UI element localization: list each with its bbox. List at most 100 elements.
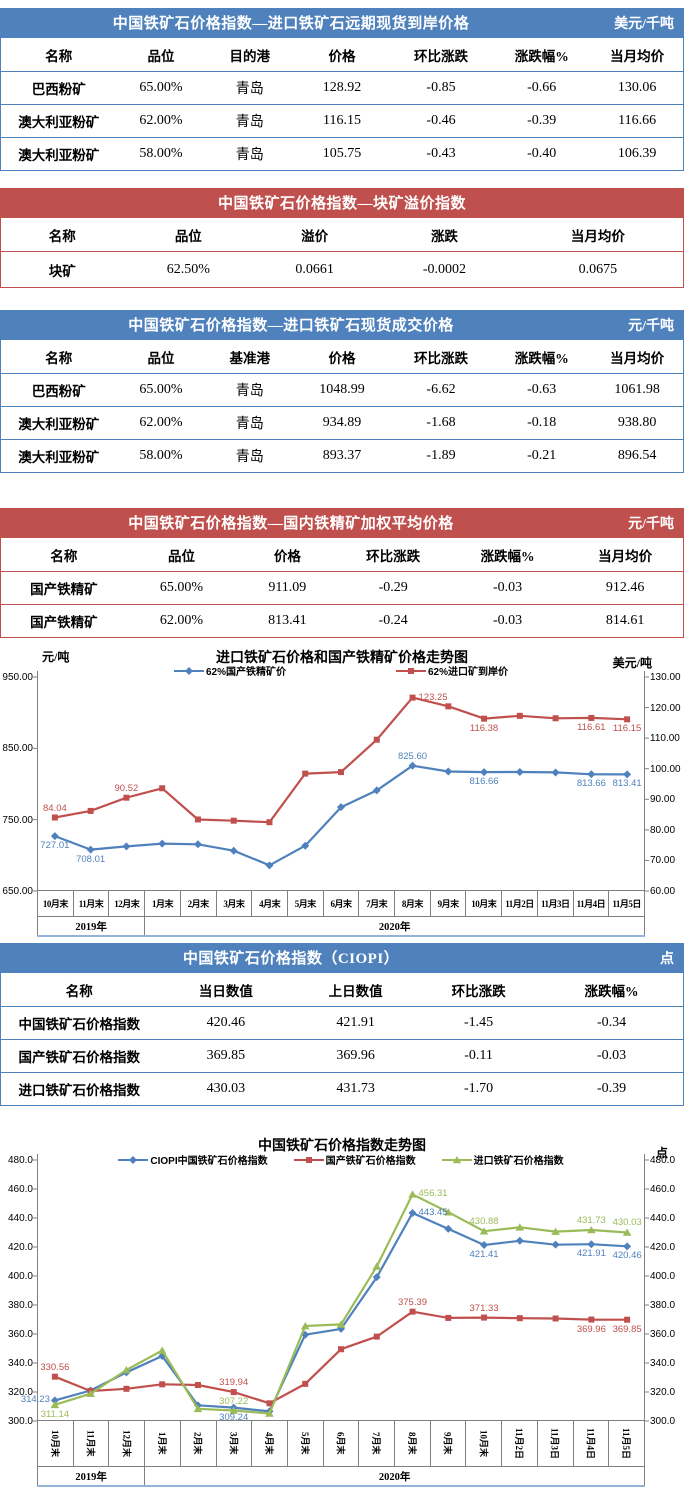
header-row: 名称 当日数值 上日数值 环比涨跌 涨跌幅% bbox=[0, 972, 684, 1007]
data-label: 430.03 bbox=[612, 1217, 642, 1229]
row-name: 块矿 bbox=[48, 263, 76, 279]
cell: 106.39 bbox=[617, 146, 657, 161]
axis-tick-label: 460.0 bbox=[650, 1184, 676, 1195]
data-table: 名称 当日数值 上日数值 环比涨跌 涨跌幅% 中国铁矿石价格指数 420.46 421.91 -… bbox=[0, 972, 684, 1106]
cell: 62.00% bbox=[159, 613, 204, 628]
axis-tick-label: 750.00 bbox=[2, 814, 33, 826]
table-row: 巴西粉矿 65.00% 青岛 1048.99 -6.62 -0.63 1061.98 bbox=[0, 373, 684, 407]
legend-item: 62%国产铁精矿价 bbox=[173, 663, 286, 678]
cell: 420.46 bbox=[206, 1015, 246, 1030]
axis-tick-label: 60.00 bbox=[650, 886, 676, 897]
table-title-bar: 中国铁矿石价格指数—进口铁矿石远期现货到岸价格 美元/千吨 bbox=[0, 8, 684, 37]
cell: -0.40 bbox=[527, 146, 557, 161]
table-body: 名称 当日数值 上日数值 环比涨跌 涨跌幅% 中国铁矿石价格指数 420.46 421.91 -… bbox=[0, 972, 684, 1106]
category-label: 5月末 bbox=[286, 1421, 323, 1466]
cell: 青岛 bbox=[235, 450, 264, 465]
axis-tick-label: 380.0 bbox=[7, 1300, 33, 1311]
category-label: 4月末 bbox=[251, 1421, 287, 1466]
col-header: 溢价 bbox=[301, 228, 329, 244]
table-body: 名称 品位 溢价 涨跌 当月均价 块矿 62.50% 0.0661 -0.0002 0.0675 bbox=[0, 217, 684, 288]
table-title-bar: 中国铁矿石价格指数—国内铁精矿加权平均价格 元/千吨 bbox=[0, 508, 684, 537]
col-header: 价格 bbox=[273, 548, 301, 564]
category-label: 11月2日 bbox=[501, 1421, 537, 1466]
cell: 青岛 bbox=[235, 384, 264, 399]
category-label: 1月末 bbox=[144, 1421, 180, 1466]
cell: -0.03 bbox=[596, 1048, 627, 1063]
axis-tick-label: 90.00 bbox=[650, 794, 676, 806]
col-header: 名称 bbox=[50, 548, 78, 564]
cell: 青岛 bbox=[235, 417, 264, 432]
cell: 65.00% bbox=[139, 382, 183, 397]
cell: -1.45 bbox=[463, 1015, 494, 1030]
axis-tick-label: 440.0 bbox=[650, 1213, 676, 1224]
data-label: 375.39 bbox=[397, 1296, 428, 1308]
category-label: 12月末 bbox=[108, 891, 144, 916]
data-label: 813.41 bbox=[612, 778, 642, 790]
cell: -0.34 bbox=[596, 1015, 627, 1030]
chart-title: 进口铁矿石价格和国产铁精矿价格走势图 bbox=[216, 651, 468, 666]
cell: 130.06 bbox=[617, 80, 657, 95]
data-label: 123.25 bbox=[418, 691, 448, 703]
cell: -0.39 bbox=[596, 1081, 627, 1096]
category-label: 7月末 bbox=[358, 1421, 394, 1466]
cell: 814.61 bbox=[605, 613, 645, 628]
data-table: 名称 品位 基准港 价格 环比涨跌 涨跌幅% 当月均价 巴西粉矿 65.00% 青岛 1048.99… bbox=[0, 339, 684, 473]
row-name: 澳大利亚粉矿 bbox=[18, 115, 100, 130]
axis-tick-label: 360.0 bbox=[7, 1329, 33, 1340]
axis-tick-label: 950.00 bbox=[2, 672, 33, 683]
category-axis: 10月末 11月末 12月末 1月末 2月末 3月末 4月末 5月末 6月末 7月末 8月末 9月末 1… bbox=[37, 1421, 645, 1467]
data-label: 369.96 bbox=[576, 1323, 606, 1335]
cell: -1.89 bbox=[426, 448, 456, 463]
cell: -0.63 bbox=[527, 382, 557, 397]
row-name: 中国铁矿石价格指数 bbox=[18, 1017, 141, 1032]
header-row: 名称 品位 目的港 价格 环比涨跌 涨跌幅% 当月均价 bbox=[0, 37, 684, 72]
category-label: 6月末 bbox=[322, 1421, 359, 1466]
row-name: 巴西粉矿 bbox=[31, 384, 86, 399]
cell: -0.29 bbox=[378, 580, 408, 595]
year-label: 2019年 bbox=[37, 1467, 144, 1485]
row-name: 国产铁精矿 bbox=[30, 615, 98, 630]
data-label: 708.01 bbox=[76, 853, 106, 865]
col-header: 价格 bbox=[328, 350, 356, 366]
plot-area bbox=[33, 671, 649, 892]
cell: -0.21 bbox=[527, 448, 557, 463]
data-label: 431.73 bbox=[576, 1214, 606, 1226]
category-label: 1月末 bbox=[144, 891, 180, 916]
cell: -1.70 bbox=[463, 1081, 494, 1096]
legend-item: 进口铁矿石价格指数 bbox=[441, 1152, 564, 1167]
table-row: 澳大利亚粉矿 62.00% 青岛 116.15 -0.46 -0.39 116.66 bbox=[0, 104, 684, 138]
category-label: 9月末 bbox=[429, 1421, 466, 1466]
col-header: 当月均价 bbox=[610, 48, 665, 64]
diamond-marker-icon bbox=[118, 1155, 149, 1164]
data-label: 816.66 bbox=[469, 776, 499, 788]
category-label: 8月末 bbox=[394, 891, 430, 916]
category-label: 3月末 bbox=[215, 1421, 252, 1466]
axis-tick-label: 110.00 bbox=[650, 733, 680, 745]
axis-tick-label: 480.0 bbox=[650, 1155, 676, 1166]
axis-tick-label: 480.0 bbox=[7, 1155, 33, 1166]
cell: -0.43 bbox=[426, 146, 456, 161]
data-label: 84.04 bbox=[42, 802, 67, 814]
col-header: 基准港 bbox=[229, 350, 271, 366]
axis-tick-label: 300.0 bbox=[650, 1416, 676, 1427]
data-label: 456.31 bbox=[418, 1188, 448, 1200]
table-body: 名称 品位 目的港 价格 环比涨跌 涨跌幅% 当月均价 巴西粉矿 65.00% 青岛 128.92 -… bbox=[0, 37, 684, 171]
table-row: 澳大利亚粉矿 58.00% 青岛 105.75 -0.43 -0.40 106.39 bbox=[0, 137, 684, 171]
data-label: 371.33 bbox=[469, 1302, 499, 1314]
col-header: 环比涨跌 bbox=[414, 48, 468, 64]
cell: 58.00% bbox=[139, 448, 183, 463]
chart-price-trend: 进口铁矿石价格和国产铁精矿价格走势图 元/吨 美元/吨 62%国产铁精矿价 62%… bbox=[0, 645, 684, 940]
category-label: 11月5日 bbox=[608, 1421, 645, 1466]
data-label: 90.52 bbox=[114, 782, 139, 794]
cell: 893.37 bbox=[322, 448, 362, 463]
header-row: 名称 品位 溢价 涨跌 当月均价 bbox=[0, 217, 684, 252]
chart-index-trend: 中国铁矿石价格指数走势图 点 CIOPI中国铁矿石价格指数 国产铁矿石价格指数 进口… bbox=[0, 1128, 684, 1487]
col-header: 涨跌幅% bbox=[480, 548, 535, 564]
category-label: 11月2日 bbox=[501, 891, 537, 916]
category-label: 2月末 bbox=[179, 891, 216, 916]
legend-item: CIOPI中国铁矿石价格指数 bbox=[118, 1152, 268, 1167]
category-label: 11月末 bbox=[72, 1421, 109, 1466]
legend-label: CIOPI中国铁矿石价格指数 bbox=[150, 1156, 268, 1167]
cell: -0.46 bbox=[426, 113, 456, 128]
